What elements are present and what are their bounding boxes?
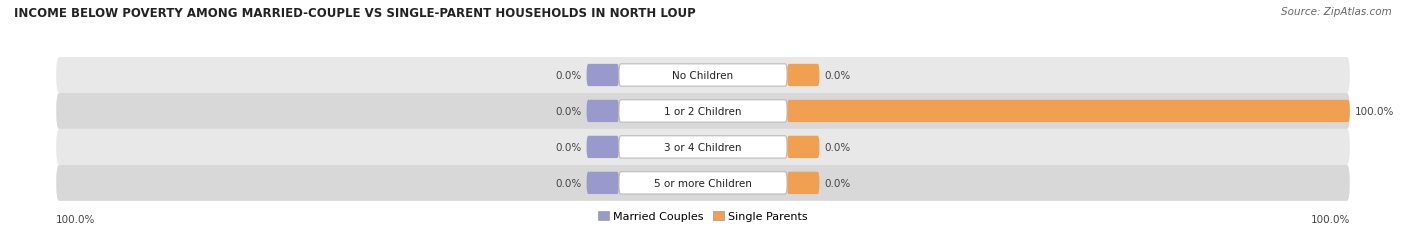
Text: 100.0%: 100.0% (1310, 214, 1350, 225)
Text: 1 or 2 Children: 1 or 2 Children (664, 106, 742, 116)
FancyBboxPatch shape (787, 136, 820, 158)
FancyBboxPatch shape (56, 129, 1350, 165)
FancyBboxPatch shape (586, 64, 619, 87)
FancyBboxPatch shape (619, 172, 787, 194)
Text: 0.0%: 0.0% (824, 142, 851, 152)
FancyBboxPatch shape (586, 172, 619, 194)
Text: 100.0%: 100.0% (56, 214, 96, 225)
Text: 0.0%: 0.0% (555, 71, 582, 81)
Text: 0.0%: 0.0% (555, 178, 582, 188)
Text: INCOME BELOW POVERTY AMONG MARRIED-COUPLE VS SINGLE-PARENT HOUSEHOLDS IN NORTH L: INCOME BELOW POVERTY AMONG MARRIED-COUPL… (14, 7, 696, 20)
FancyBboxPatch shape (787, 100, 1350, 123)
FancyBboxPatch shape (56, 165, 1350, 201)
Text: 100.0%: 100.0% (1355, 106, 1395, 116)
Text: Source: ZipAtlas.com: Source: ZipAtlas.com (1281, 7, 1392, 17)
Text: 0.0%: 0.0% (824, 178, 851, 188)
FancyBboxPatch shape (787, 64, 820, 87)
FancyBboxPatch shape (619, 136, 787, 158)
Text: 3 or 4 Children: 3 or 4 Children (664, 142, 742, 152)
FancyBboxPatch shape (619, 64, 787, 87)
FancyBboxPatch shape (787, 172, 820, 194)
FancyBboxPatch shape (56, 58, 1350, 94)
FancyBboxPatch shape (586, 100, 619, 123)
FancyBboxPatch shape (56, 94, 1350, 129)
Text: 0.0%: 0.0% (824, 71, 851, 81)
Legend: Married Couples, Single Parents: Married Couples, Single Parents (593, 206, 813, 225)
FancyBboxPatch shape (586, 136, 619, 158)
Text: 0.0%: 0.0% (555, 106, 582, 116)
Text: 5 or more Children: 5 or more Children (654, 178, 752, 188)
Text: No Children: No Children (672, 71, 734, 81)
FancyBboxPatch shape (619, 100, 787, 123)
Text: 0.0%: 0.0% (555, 142, 582, 152)
